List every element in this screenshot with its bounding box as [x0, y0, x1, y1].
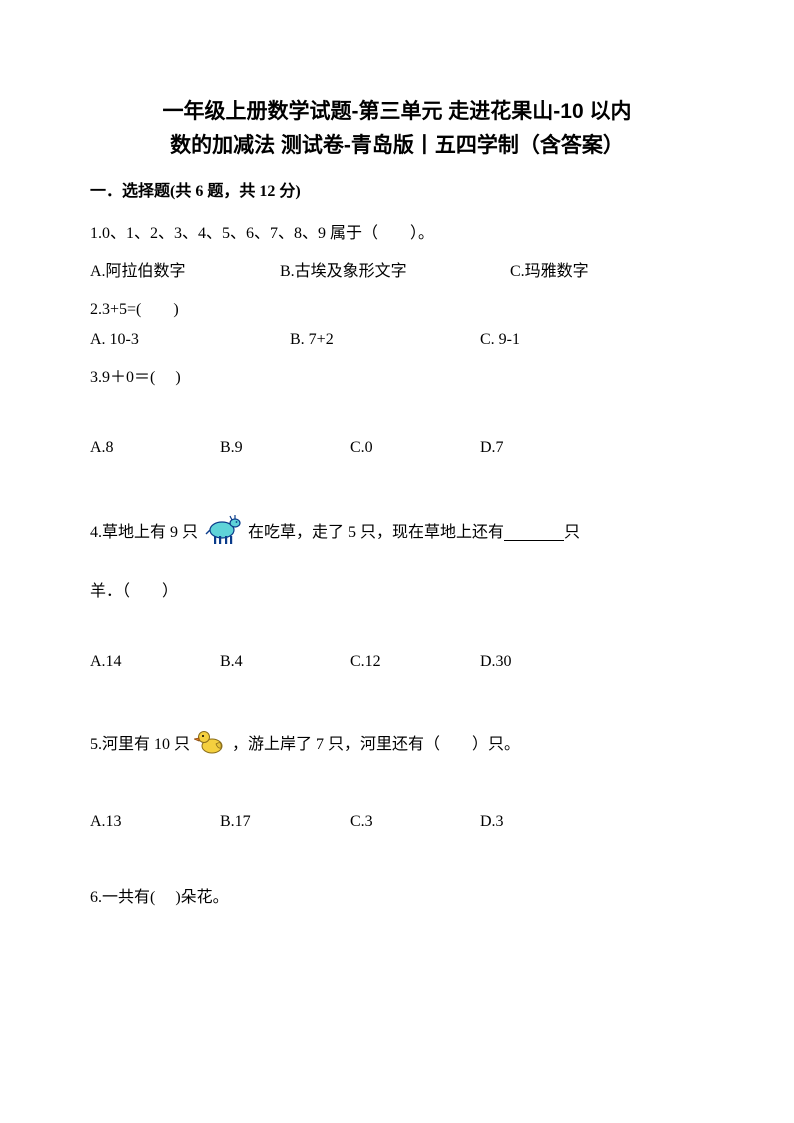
option-b: B.9: [220, 436, 350, 460]
question-1-options: A.阿拉伯数字 B.古埃及象形文字 C.玛雅数字: [90, 260, 704, 284]
question-2: 2.3+5=( ) A. 10-3 B. 7+2 C. 9-1: [90, 298, 704, 352]
q4-line2: 羊．（ ）: [90, 580, 704, 604]
option-a: A. 10-3: [90, 328, 290, 352]
option-c: C.0: [350, 436, 480, 460]
option-d: D.3: [480, 810, 610, 834]
title-line-2: 数的加减法 测试卷-青岛版丨五四学制（含答案）: [90, 129, 704, 163]
option-b: B.17: [220, 810, 350, 834]
option-b: B. 7+2: [290, 328, 480, 352]
option-a: A.13: [90, 810, 220, 834]
question-3: 3.9＋0＝( ) A.8 B.9 C.0 D.7: [90, 366, 704, 460]
question-2-options: A. 10-3 B. 7+2 C. 9-1: [90, 328, 704, 352]
sheep-icon: [202, 512, 244, 554]
option-c: C. 9-1: [480, 328, 520, 352]
question-3-text: 3.9＋0＝( ): [90, 366, 704, 390]
option-c: C.12: [350, 650, 480, 674]
question-3-options: A.8 B.9 C.0 D.7: [90, 436, 704, 460]
q5-post: ，游上岸了 7 只，河里还有（ ）只。: [232, 733, 520, 757]
blank-line: [504, 525, 564, 541]
title-line-1: 一年级上册数学试题-第三单元 走进花果山-10 以内: [90, 95, 704, 129]
page-title: 一年级上册数学试题-第三单元 走进花果山-10 以内 数的加减法 测试卷-青岛版…: [90, 95, 704, 162]
q4-mid: 在吃草，走了 5 只，现在草地上还有: [248, 521, 504, 545]
option-a: A.14: [90, 650, 220, 674]
option-a: A.阿拉伯数字: [90, 260, 280, 284]
question-1-text: 1.0、1、2、3、4、5、6、7、8、9 属于（ ）。: [90, 222, 704, 246]
question-2-text: 2.3+5=( ): [90, 298, 704, 322]
option-b: B.古埃及象形文字: [280, 260, 510, 284]
option-d: D.30: [480, 650, 610, 674]
section-heading: 一．选择题(共 6 题，共 12 分): [90, 180, 704, 204]
option-c: C.3: [350, 810, 480, 834]
q5-pre: 5.河里有 10 只: [90, 733, 190, 757]
option-c: C.玛雅数字: [510, 260, 589, 284]
question-5-options: A.13 B.17 C.3 D.3: [90, 810, 704, 834]
option-a: A.8: [90, 436, 220, 460]
question-5-text: 5.河里有 10 只 ，游上岸了 7 只，河里还有（ ）只。: [90, 726, 704, 764]
question-5: 5.河里有 10 只 ，游上岸了 7 只，河里还有（ ）只。 A.13 B.17…: [90, 726, 704, 834]
q4-pre: 4.草地上有 9 只: [90, 521, 198, 545]
duck-icon: [194, 726, 228, 764]
question-6: 6.一共有( )朵花。: [90, 886, 704, 910]
question-4-text: 4.草地上有 9 只 在吃草，走了 5 只，现在草地上还有 只: [90, 512, 704, 554]
question-4: 4.草地上有 9 只 在吃草，走了 5 只，现在草地上还有 只 羊．（ ） A.…: [90, 512, 704, 674]
question-1: 1.0、1、2、3、4、5、6、7、8、9 属于（ ）。 A.阿拉伯数字 B.古…: [90, 222, 704, 284]
question-6-text: 6.一共有( )朵花。: [90, 886, 704, 910]
option-b: B.4: [220, 650, 350, 674]
question-4-options: A.14 B.4 C.12 D.30: [90, 650, 704, 674]
option-d: D.7: [480, 436, 610, 460]
q4-post: 只: [564, 521, 580, 545]
